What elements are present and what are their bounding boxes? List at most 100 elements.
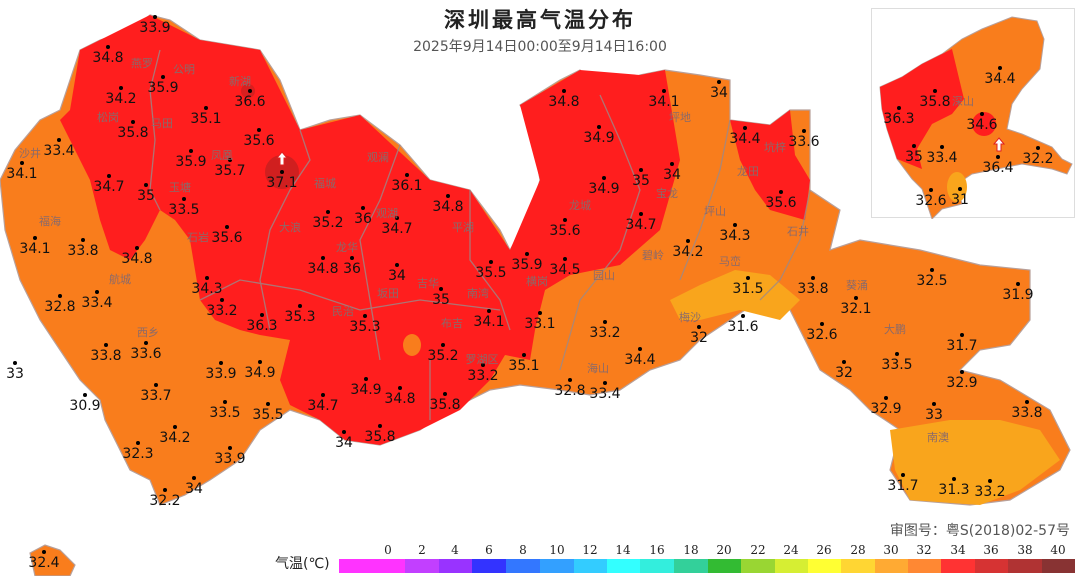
station-temperature: 34.9 (583, 130, 615, 146)
station-dot (743, 126, 747, 130)
station-temperature: 31.6 (727, 319, 759, 335)
inset-station-temperature: 33.4 (926, 150, 958, 166)
station-dot (929, 188, 933, 192)
legend-tick-label: 10 (549, 543, 565, 557)
station-temperature: 36.1 (391, 178, 423, 194)
station-temperature: 33.8 (797, 281, 829, 297)
station-dot (107, 174, 111, 178)
station-temperature: 35.6 (765, 195, 797, 211)
station-temperature: 33.4 (43, 143, 75, 159)
station-temperature: 32.8 (554, 383, 586, 399)
station-dot (568, 378, 572, 382)
station-temperature: 34 (335, 435, 353, 451)
legend-tick-label: 34 (950, 543, 966, 557)
district-label: 公明 (173, 63, 195, 76)
station-dot (741, 314, 745, 318)
station-dot (487, 309, 491, 313)
legend-swatch (674, 559, 708, 573)
station-temperature: 33.9 (139, 20, 171, 36)
station-dot (932, 402, 936, 406)
zone-30-32-nanao (890, 420, 1060, 505)
legend-swatch (741, 559, 775, 573)
station-dot (106, 45, 110, 49)
station-dot (895, 352, 899, 356)
station-dot (779, 190, 783, 194)
district-label: 南湾 (467, 287, 489, 300)
station-dot (228, 446, 232, 450)
station-dot (1016, 282, 1020, 286)
station-dot (258, 360, 262, 364)
station-temperature: 33.2 (467, 368, 499, 384)
station-temperature: 33.6 (788, 134, 820, 150)
station-temperature: 35.2 (427, 348, 459, 364)
station-temperature: 31.9 (1002, 287, 1034, 303)
station-temperature: 35.2 (312, 215, 344, 231)
station-dot (83, 393, 87, 397)
district-label: 龙城 (569, 199, 591, 212)
district-label: 梅沙 (679, 311, 701, 324)
district-label: 沙井 (19, 147, 41, 160)
station-temperature: 34.2 (105, 91, 137, 107)
station-temperature: 34.8 (121, 251, 153, 267)
station-temperature: 35 (432, 292, 450, 308)
legend-swatch (875, 559, 908, 573)
station-dot (563, 257, 567, 261)
station-temperature: 34.5 (549, 262, 581, 278)
district-label: 罗湖区 (465, 353, 499, 366)
legend-tick-label: 24 (783, 543, 799, 557)
district-label: 马田 (151, 117, 173, 130)
district-label: 观湖 (376, 207, 398, 220)
station-dot (1025, 400, 1029, 404)
station-temperature: 34.7 (93, 179, 125, 195)
district-label: 宝龙 (656, 187, 678, 200)
inset-station-temperature: 34.4 (984, 71, 1016, 87)
station-temperature: 34.9 (350, 382, 382, 398)
station-dot (820, 322, 824, 326)
station-dot (998, 66, 1002, 70)
station-temperature: 31.3 (938, 482, 970, 498)
station-dot (522, 353, 526, 357)
station-dot (298, 304, 302, 308)
station-dot (538, 311, 542, 315)
station-temperature: 33.5 (168, 202, 200, 218)
station-dot (639, 212, 643, 216)
station-temperature: 33.5 (881, 357, 913, 373)
station-dot (602, 176, 606, 180)
station-dot (563, 218, 567, 222)
station-temperature: 30.9 (69, 398, 101, 414)
station-dot (104, 343, 108, 347)
station-temperature: 35.1 (508, 358, 540, 374)
district-label: 福城 (314, 177, 336, 190)
station-temperature: 35.8 (364, 429, 396, 445)
station-dot (361, 206, 365, 210)
station-dot (131, 120, 135, 124)
station-temperature: 31.7 (887, 478, 919, 494)
station-dot (398, 386, 402, 390)
station-temperature: 33.6 (130, 346, 162, 362)
district-label: 观澜 (367, 151, 389, 164)
station-dot (173, 425, 177, 429)
inset-station-temperature: 36.4 (982, 160, 1014, 176)
inset-map (871, 8, 1075, 220)
district-label: 龙田 (737, 165, 759, 178)
station-dot (321, 393, 325, 397)
station-dot (686, 239, 690, 243)
station-dot (154, 383, 158, 387)
station-dot (205, 276, 209, 280)
district-label: 凤凰 (211, 149, 233, 162)
station-dot (228, 158, 232, 162)
legend-swatch (540, 559, 574, 573)
station-temperature: 35.9 (175, 154, 207, 170)
district-label: 石井 (787, 225, 809, 238)
district-label: 大鹏 (884, 323, 906, 336)
district-boundaries (149, 49, 811, 420)
station-temperature: 36 (354, 211, 372, 227)
station-temperature: 32.2 (149, 493, 181, 509)
station-temperature: 34.1 (19, 241, 51, 257)
station-temperature: 34.8 (92, 50, 124, 66)
station-dot (363, 314, 367, 318)
station-dot (189, 149, 193, 153)
station-dot (670, 162, 674, 166)
inset-zone-30-32 (947, 172, 967, 202)
station-temperature: 36.6 (234, 94, 266, 110)
